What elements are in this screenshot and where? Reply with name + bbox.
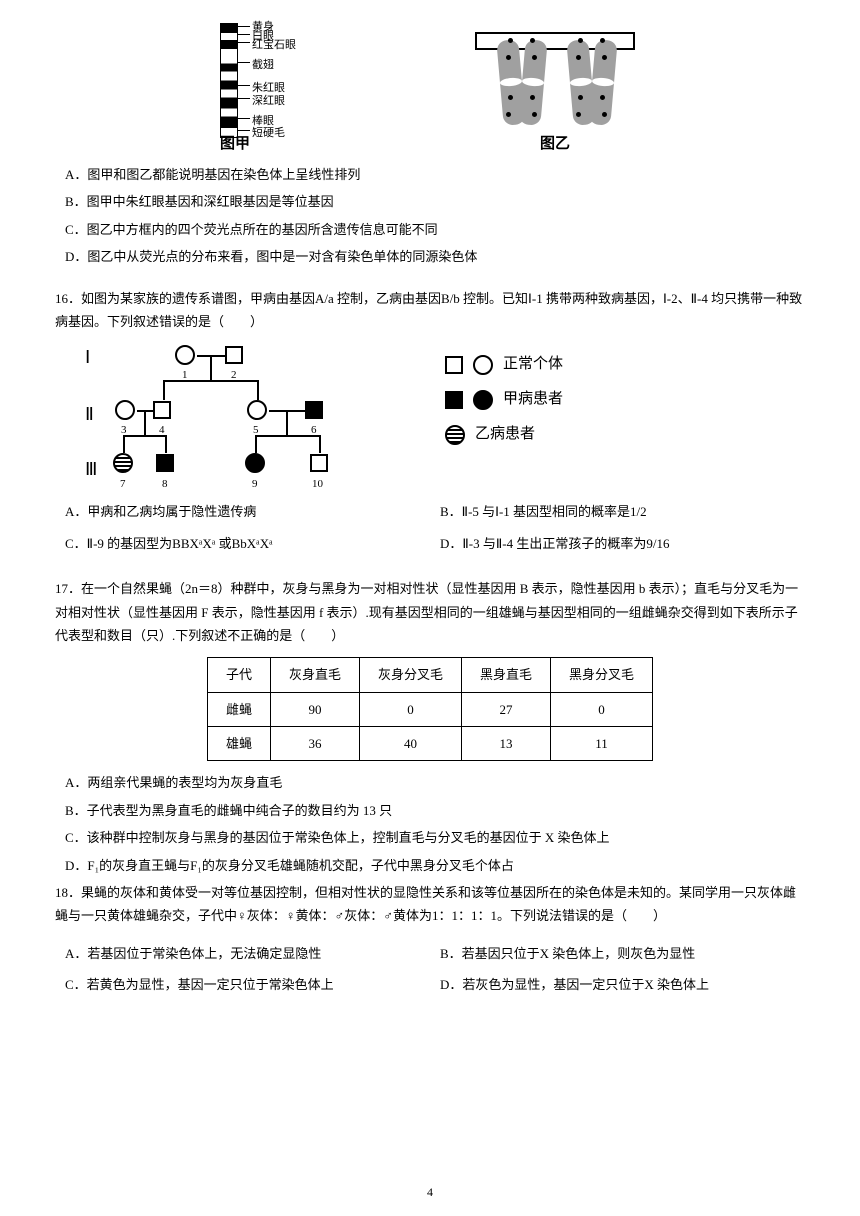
q16-option-d: D．Ⅱ‐3 与Ⅱ‐4 生出正常孩子的概率为9/16 bbox=[430, 532, 805, 555]
q18-option-b: B．若基因只位于X 染色体上，则灰色为显性 bbox=[430, 942, 805, 965]
q17-option-d: D．F₁的灰身直王蝇与F₁的灰身分叉毛雄蝇随机交配，子代中黑身分叉毛个体占 bbox=[55, 854, 805, 877]
pedigree-legend: 正常个体 甲病患者 乙病患者 bbox=[445, 343, 563, 456]
q17-option-b: B．子代表型为黑身直毛的雌蝇中纯合子的数目约为 13 只 bbox=[55, 799, 805, 822]
figure-yi: 图乙 bbox=[470, 20, 650, 155]
pedigree-diagram: Ⅰ Ⅱ Ⅲ 1 2 3 4 5 6 7 8 9 bbox=[85, 343, 365, 488]
figure-jia-caption: 图甲 bbox=[220, 131, 250, 158]
q15-option-c: C．图乙中方框内的四个荧光点所在的基因所含遗传信息可能不同 bbox=[55, 218, 805, 241]
q15-option-a: A．图甲和图乙都能说明基因在染色体上呈线性排列 bbox=[55, 163, 805, 186]
q16-option-c: C．Ⅱ‐9 的基因型为BBXᵃXᵃ 或BbXᵃXᵃ bbox=[55, 532, 430, 555]
q16-stem: 16．如图为某家族的遗传系谱图，甲病由基因A/a 控制，乙病由基因B/b 控制。… bbox=[55, 287, 805, 334]
q17-option-a: A．两组亲代果蝇的表型均为灰身直毛 bbox=[55, 771, 805, 794]
figure-yi-caption: 图乙 bbox=[540, 131, 570, 158]
q18-stem: 18．果蝇的灰体和黄体受一对等位基因控制，但相对性状的显隐性关系和该等位基因所在… bbox=[55, 881, 805, 928]
legend-normal: 正常个体 bbox=[503, 351, 563, 378]
legend-yi: 乙病患者 bbox=[475, 421, 535, 448]
q15-option-b: B．图甲中朱红眼基因和深红眼基因是等位基因 bbox=[55, 190, 805, 213]
legend-jia: 甲病患者 bbox=[503, 386, 563, 413]
q17-table: 子代 灰身直毛 灰身分叉毛 黑身直毛 黑身分叉毛 雌蝇 90 0 27 0 雄蝇… bbox=[207, 657, 653, 761]
q18-option-d: D．若灰色为显性，基因一定只位于X 染色体上 bbox=[430, 973, 805, 996]
q16-option-a: A．甲病和乙病均属于隐性遗传病 bbox=[55, 500, 430, 523]
q17-stem: 17．在一个自然果蝇（2n＝8）种群中，灰身与黑身为一对相对性状（显性基因用 B… bbox=[55, 577, 805, 647]
q18-option-c: C．若黄色为显性，基因一定只位于常染色体上 bbox=[55, 973, 430, 996]
page-number: 4 bbox=[427, 1182, 433, 1204]
q16-option-b: B．Ⅱ‐5 与Ⅰ‐1 基因型相同的概率是1/2 bbox=[430, 500, 805, 523]
q17-option-c: C．该种群中控制灰身与黑身的基因位于常染色体上，控制直毛与分叉毛的基因位于 X … bbox=[55, 826, 805, 849]
q18-option-a: A．若基因位于常染色体上，无法确定显隐性 bbox=[55, 942, 430, 965]
q15-option-d: D．图乙中从荧光点的分布来看，图中是一对含有染色单体的同源染色体 bbox=[55, 245, 805, 268]
figure-jia: 黄身 白眼 红宝石眼 截翅 朱红眼 深红眼 棒眼 短硬毛 图甲 bbox=[210, 20, 350, 155]
